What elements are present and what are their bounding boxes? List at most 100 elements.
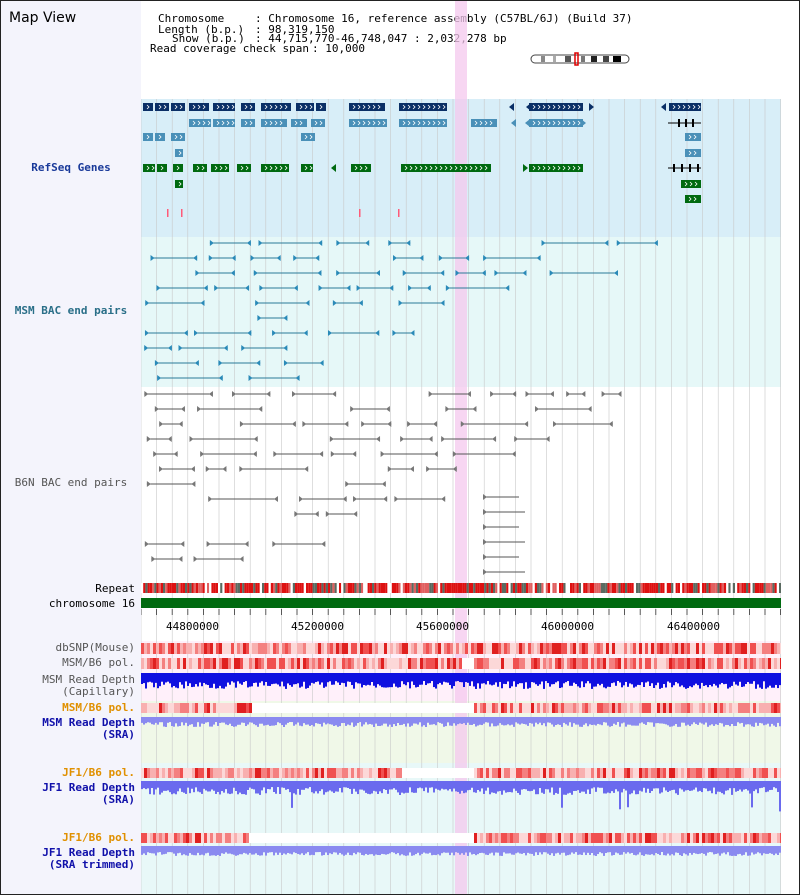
depth-bar <box>673 846 675 856</box>
depth-bar <box>773 781 775 788</box>
heat-cell <box>276 833 279 843</box>
bac-end-marker <box>522 270 527 276</box>
heat-cell <box>708 768 711 778</box>
strand-arrow <box>693 150 697 156</box>
heat-cell <box>171 643 174 654</box>
depth-bar <box>149 846 151 853</box>
track-label-refseq[interactable]: RefSeq Genes <box>31 161 111 174</box>
heat-cell <box>144 703 147 713</box>
track-label-jf1-b6-pol-trim[interactable]: JF1/B6 pol. <box>62 831 135 844</box>
bac-end-marker <box>433 451 438 457</box>
heat-cell <box>246 768 249 778</box>
bac-end-marker <box>276 255 281 261</box>
heat-cell <box>411 833 414 843</box>
track-label-dbsnp[interactable]: dbSNP(Mouse) <box>55 641 135 654</box>
depth-bar <box>375 717 377 724</box>
refseq-genes-track[interactable] <box>143 103 701 217</box>
depth-bar <box>695 717 697 724</box>
bac-end-marker <box>252 451 257 457</box>
bac-end-marker <box>206 541 211 547</box>
heat-cell <box>492 643 495 654</box>
depth-bar <box>175 846 177 856</box>
gene-feature <box>529 164 583 172</box>
depth-bar <box>241 717 243 723</box>
heat-cell <box>429 833 432 843</box>
heat-cell <box>771 658 774 669</box>
depth-bar <box>293 781 295 794</box>
heat-cell <box>237 768 240 778</box>
repeat-element <box>237 583 240 593</box>
depth-bar <box>481 846 483 853</box>
depth-bar <box>291 781 293 808</box>
heat-cell <box>180 768 183 778</box>
track-label-jf1-depth-sra[interactable]: JF1 Read Depth <box>42 781 135 794</box>
depth-bar <box>707 846 709 853</box>
depth-bar <box>577 717 579 725</box>
depth-bar <box>533 717 535 727</box>
depth-bar <box>451 673 453 689</box>
depth-bar <box>517 781 519 793</box>
depth-bar <box>721 781 723 794</box>
track-label-jf1-depth-trim[interactable]: JF1 Read Depth <box>42 846 135 859</box>
track-label-repeat[interactable]: Repeat <box>95 582 135 595</box>
heat-cell <box>528 833 531 843</box>
chromosome-ideogram[interactable] <box>529 52 633 66</box>
track-label-chromosome[interactable]: chromosome 16 <box>48 597 135 610</box>
polymorphism-heat-tracks[interactable] <box>141 643 781 843</box>
gene-exon <box>692 119 694 127</box>
b6n-bac-track[interactable] <box>144 391 622 575</box>
heat-cell <box>633 768 636 778</box>
heat-cell <box>294 768 297 778</box>
genome-track-canvas[interactable] <box>141 1 781 894</box>
depth-bar <box>373 781 375 791</box>
heat-cell <box>267 703 270 713</box>
read-depth-tracks[interactable] <box>141 673 781 856</box>
heat-cell <box>462 658 465 669</box>
depth-bar <box>399 717 401 726</box>
heat-cell <box>495 703 498 713</box>
heat-cell <box>504 833 507 843</box>
track-label-msm-bac[interactable]: MSM BAC end pairs <box>14 304 128 317</box>
heat-cell <box>705 768 708 778</box>
track-label-msm-b6-pol-sra[interactable]: MSM/B6 pol. <box>62 701 135 714</box>
heat-cell <box>663 658 666 669</box>
msm-bac-track[interactable] <box>144 240 658 381</box>
heat-cell <box>597 768 600 778</box>
depth-bar <box>473 781 475 793</box>
heat-cell <box>426 768 429 778</box>
depth-bar <box>271 781 273 788</box>
heat-cell <box>657 833 660 843</box>
depth-bar <box>267 846 269 853</box>
heat-cell <box>282 833 285 843</box>
heat-cell <box>375 768 378 778</box>
heat-cell <box>654 768 657 778</box>
depth-bar <box>481 673 483 684</box>
repeat-track[interactable] <box>141 583 781 593</box>
depth-bar <box>483 781 485 794</box>
heat-cell <box>591 703 594 713</box>
repeat-element <box>187 583 190 593</box>
repeat-element <box>550 583 553 593</box>
depth-bar <box>595 717 597 726</box>
heat-cell <box>699 768 702 778</box>
depth-bar <box>257 846 259 855</box>
repeat-element <box>726 583 729 593</box>
repeat-element <box>361 583 364 593</box>
depth-bar <box>525 846 527 856</box>
track-label-msm-depth-capillary[interactable]: MSM Read Depth <box>42 673 135 686</box>
track-label-jf1-b6-pol[interactable]: JF1/B6 pol. <box>62 766 135 779</box>
track-label-b6n-bac[interactable]: B6N BAC end pairs <box>14 476 128 489</box>
heat-cell <box>537 768 540 778</box>
heat-cell <box>156 643 159 654</box>
track-label-msm-depth-sra[interactable]: MSM Read Depth <box>42 716 135 729</box>
depth-bar <box>179 717 181 727</box>
strand-arrow <box>694 181 698 187</box>
depth-bar <box>413 781 415 793</box>
heat-cell <box>519 703 522 713</box>
depth-bar <box>423 781 425 792</box>
heat-cell <box>141 833 144 843</box>
track-label-msm-b6-pol[interactable]: MSM/B6 pol. <box>62 656 135 669</box>
depth-bar <box>269 846 271 853</box>
depth-bar <box>173 781 175 794</box>
heat-cell <box>681 658 684 669</box>
